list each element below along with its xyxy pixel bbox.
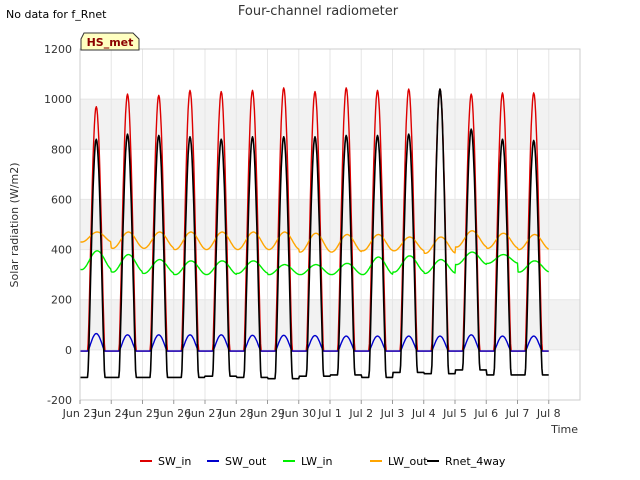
series-line-lw-in xyxy=(79,250,550,276)
chart-title: Four-channel radiometer xyxy=(238,4,399,19)
x-tick-label: Jul 6 xyxy=(473,407,498,420)
hs-met-badge-box xyxy=(80,32,140,51)
no-data-note: No data for f_Rnet xyxy=(6,8,107,21)
x-tick-label: Jul 2 xyxy=(348,407,373,420)
y-tick-label: 0 xyxy=(65,344,72,357)
y-tick-label: 600 xyxy=(51,193,72,206)
y-tick-label: 1200 xyxy=(44,43,72,56)
series-lines xyxy=(79,87,550,380)
y-tick-label: 400 xyxy=(51,244,72,257)
x-tick-label: Jun 24 xyxy=(93,407,129,420)
y-tick-label: 200 xyxy=(51,294,72,307)
y-axis-label: Solar radiation (W/m2) xyxy=(8,162,21,287)
x-axis-label: Time xyxy=(550,423,578,436)
series-line-rnet-4way xyxy=(79,88,549,380)
x-tick-label: Jul 3 xyxy=(380,407,405,420)
hs-met-badge: HS_met xyxy=(80,32,140,51)
y-tick-label: -200 xyxy=(47,394,72,407)
x-tick-label: Jun 27 xyxy=(187,407,223,420)
x-tick-label: Jun 26 xyxy=(155,407,191,420)
x-tick-label: Jun 28 xyxy=(218,407,254,420)
series-line-sw-in xyxy=(79,87,549,352)
x-tick-label: Jul 5 xyxy=(442,407,467,420)
y-tick-label: 800 xyxy=(51,143,72,156)
legend: SW_in SW_out LW_in LW_out Rnet_4way xyxy=(140,455,506,468)
legend-label: SW_in xyxy=(158,455,191,468)
legend-label: LW_out xyxy=(388,455,428,468)
legend-label: SW_out xyxy=(225,455,267,468)
series-line-lw-out xyxy=(79,230,550,254)
y-tick-label: 1000 xyxy=(44,93,72,106)
x-tick-label: Jul 4 xyxy=(411,407,436,420)
x-tick-label: Jun 29 xyxy=(249,407,285,420)
y-axis-ticks: -200 0 200 400 600 800 1000 1200 xyxy=(44,43,72,407)
x-tick-label: Jul 1 xyxy=(317,407,342,420)
hs-met-badge-label: HS_met xyxy=(87,36,134,49)
x-tick-label: Jun 23 xyxy=(62,407,98,420)
x-tick-label: Jun 25 xyxy=(124,407,160,420)
x-tick-label: Jul 8 xyxy=(536,407,561,420)
series-line-sw-out xyxy=(79,332,549,352)
legend-label: Rnet_4way xyxy=(445,455,506,468)
x-tick-label: Jul 7 xyxy=(505,407,530,420)
legend-label: LW_in xyxy=(301,455,333,468)
x-tick-label: Jun 30 xyxy=(280,407,316,420)
